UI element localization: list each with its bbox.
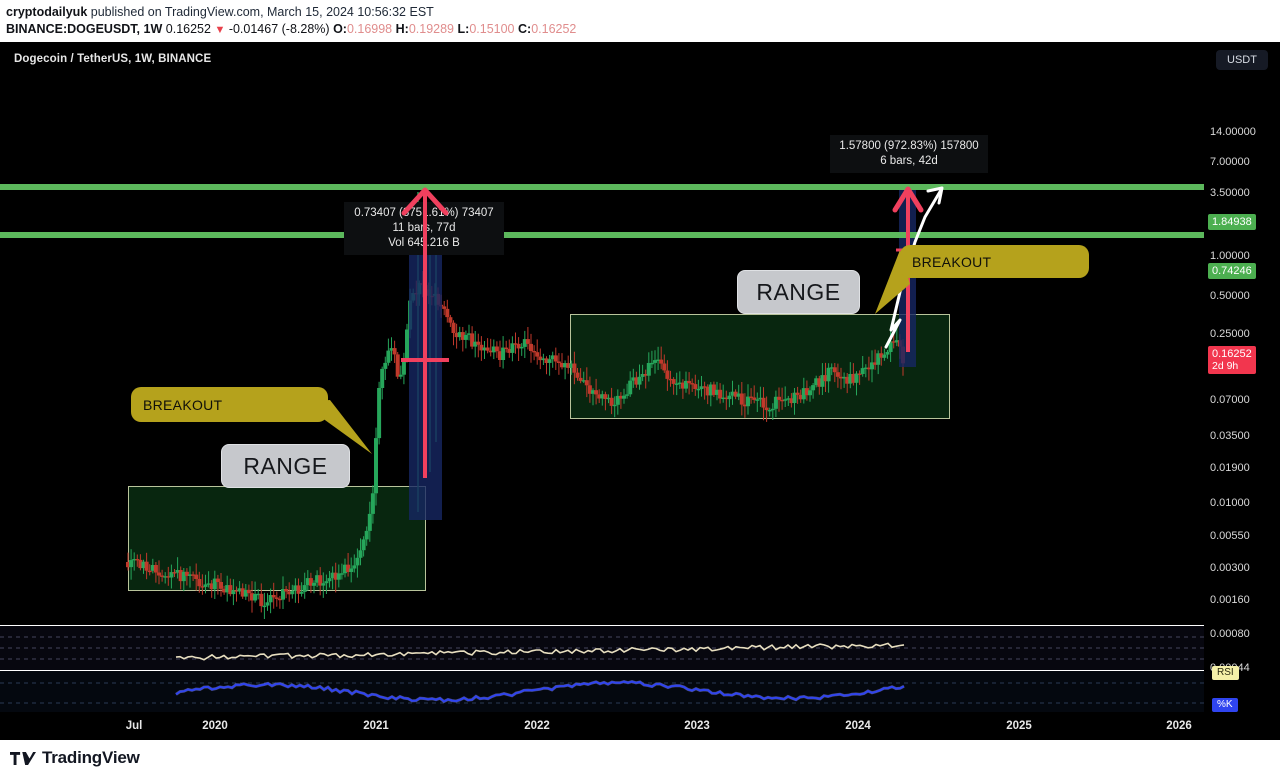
open-value: 0.16998	[346, 22, 393, 36]
symbol-quote-line: BINANCE:DOGEUSDT, 1W 0.16252 ▼ -0.01467 …	[6, 21, 1280, 39]
author-name: cryptodailyuk	[6, 5, 88, 19]
time-tick-jul: Jul	[125, 720, 143, 732]
range-pill-left-label: RANGE	[243, 452, 328, 479]
rsi-pane[interactable]	[0, 625, 1204, 670]
publication-byline: cryptodailyuk published on TradingView.c…	[6, 4, 1280, 20]
measurement-right-line1: 1.57800 (972.83%) 157800	[839, 140, 979, 152]
price-down-arrow-icon: ▼	[214, 24, 226, 36]
price-tick-8: 0.01900	[1210, 462, 1250, 474]
price-tick-7: 0.03500	[1210, 430, 1250, 442]
price-tick-11: 0.00300	[1210, 562, 1250, 574]
publication-meta: published on TradingView.com, March 15, …	[87, 5, 434, 19]
candlestick-series	[126, 192, 905, 619]
price-tick-13: 0.00080	[1210, 628, 1250, 640]
range-pill-left[interactable]: RANGE	[221, 444, 350, 488]
price-tick-1: 7.00000	[1210, 156, 1250, 168]
measurement-left-line1: 0.73407 (8751.61%) 73407	[354, 207, 494, 219]
last-price: 0.16252	[165, 22, 211, 36]
time-tick-2025: 2025	[1006, 720, 1032, 732]
measurement-right-line2: 6 bars, 42d	[880, 155, 938, 167]
measurement-label-right: 1.57800 (972.83%) 157800 6 bars, 42d	[830, 135, 988, 173]
tradingview-wordmark: TradingView	[42, 748, 140, 767]
price-tick-10: 0.00550	[1210, 530, 1250, 542]
price-tick-9: 0.01000	[1210, 497, 1250, 509]
symbol-ticker[interactable]: BINANCE:DOGEUSDT,	[6, 22, 141, 36]
measurement-left-line2: 11 bars, 77d	[392, 222, 456, 234]
price-axis[interactable]: USDT 14.00000 7.00000 3.50000 1.00000 0.5000…	[1204, 42, 1280, 740]
low-label: L:	[457, 22, 470, 36]
price-tick-5: 0.25000	[1210, 328, 1250, 340]
price-tick-2: 3.50000	[1210, 187, 1250, 199]
price-tick-3: 1.00000	[1210, 250, 1250, 262]
range-pill-right[interactable]: RANGE	[737, 270, 860, 314]
tradingview-logo-icon	[10, 751, 36, 765]
footer-branding: TradingView	[0, 740, 1280, 776]
open-label: O:	[333, 22, 347, 36]
measurement-label-left: 0.73407 (8751.61%) 73407 11 bars, 77d Vo…	[344, 202, 504, 255]
currency-unit-button[interactable]: USDT	[1216, 50, 1268, 70]
price-badge-countdown: 2d 9h	[1212, 360, 1239, 372]
callout-breakout-left[interactable]: BREAKOUT	[131, 387, 328, 422]
time-tick-2022: 2022	[524, 720, 550, 732]
price-badge-green-1[interactable]: 0.74246	[1208, 263, 1256, 279]
time-axis[interactable]: Jul 2020 2021 2022 2023 2024 2025 2026	[0, 712, 1280, 740]
chart-legend-title: Dogecoin / TetherUS, 1W, BINANCE	[14, 53, 212, 65]
callout-breakout-right[interactable]: BREAKOUT	[900, 245, 1089, 278]
close-label: C:	[517, 22, 532, 36]
time-tick-2023: 2023	[684, 720, 710, 732]
stochastic-series	[0, 680, 1204, 704]
price-tick-12: 0.00160	[1210, 594, 1250, 606]
high-value: 0.19289	[408, 22, 455, 36]
callout-breakout-left-label: BREAKOUT	[143, 396, 223, 413]
price-tick-6: 0.07000	[1210, 394, 1250, 406]
range-pill-right-label: RANGE	[756, 278, 841, 305]
callout-breakout-right-label: BREAKOUT	[912, 253, 992, 270]
price-badge-green-0[interactable]: 1.84938	[1208, 214, 1256, 230]
resistance-line-lower[interactable]	[0, 232, 1204, 238]
rsi-series	[0, 636, 1204, 661]
chart-canvas[interactable]: Dogecoin / TetherUS, 1W, BINANCE	[0, 42, 1280, 740]
time-tick-2020: 2020	[202, 720, 228, 732]
indicator-badge-stoch[interactable]: %K	[1212, 698, 1238, 712]
low-value: 0.15100	[469, 22, 515, 36]
measurement-left-line3: Vol 645.216 B	[388, 237, 460, 249]
price-badge-red-2[interactable]: 0.16252 2d 9h	[1208, 346, 1256, 374]
measurement-box-left	[409, 235, 442, 520]
interval-label[interactable]: 1W	[143, 22, 163, 36]
price-tick-0: 14.00000	[1210, 126, 1256, 138]
time-tick-2024: 2024	[845, 720, 871, 732]
stochastic-pane[interactable]	[0, 670, 1204, 715]
resistance-line-upper[interactable]	[0, 184, 1204, 190]
indicator-badge-rsi[interactable]: RSI	[1212, 666, 1239, 680]
time-tick-2026: 2026	[1166, 720, 1192, 732]
price-pane[interactable]: 0.73407 (8751.61%) 73407 11 bars, 77d Vo…	[0, 42, 1204, 624]
publication-header: cryptodailyuk published on TradingView.c…	[0, 0, 1280, 42]
price-change: -0.01467 (-8.28%)	[228, 22, 330, 36]
price-tick-4: 0.50000	[1210, 290, 1250, 302]
time-tick-2021: 2021	[363, 720, 389, 732]
close-value: 0.16252	[531, 22, 577, 36]
high-label: H:	[395, 22, 409, 36]
